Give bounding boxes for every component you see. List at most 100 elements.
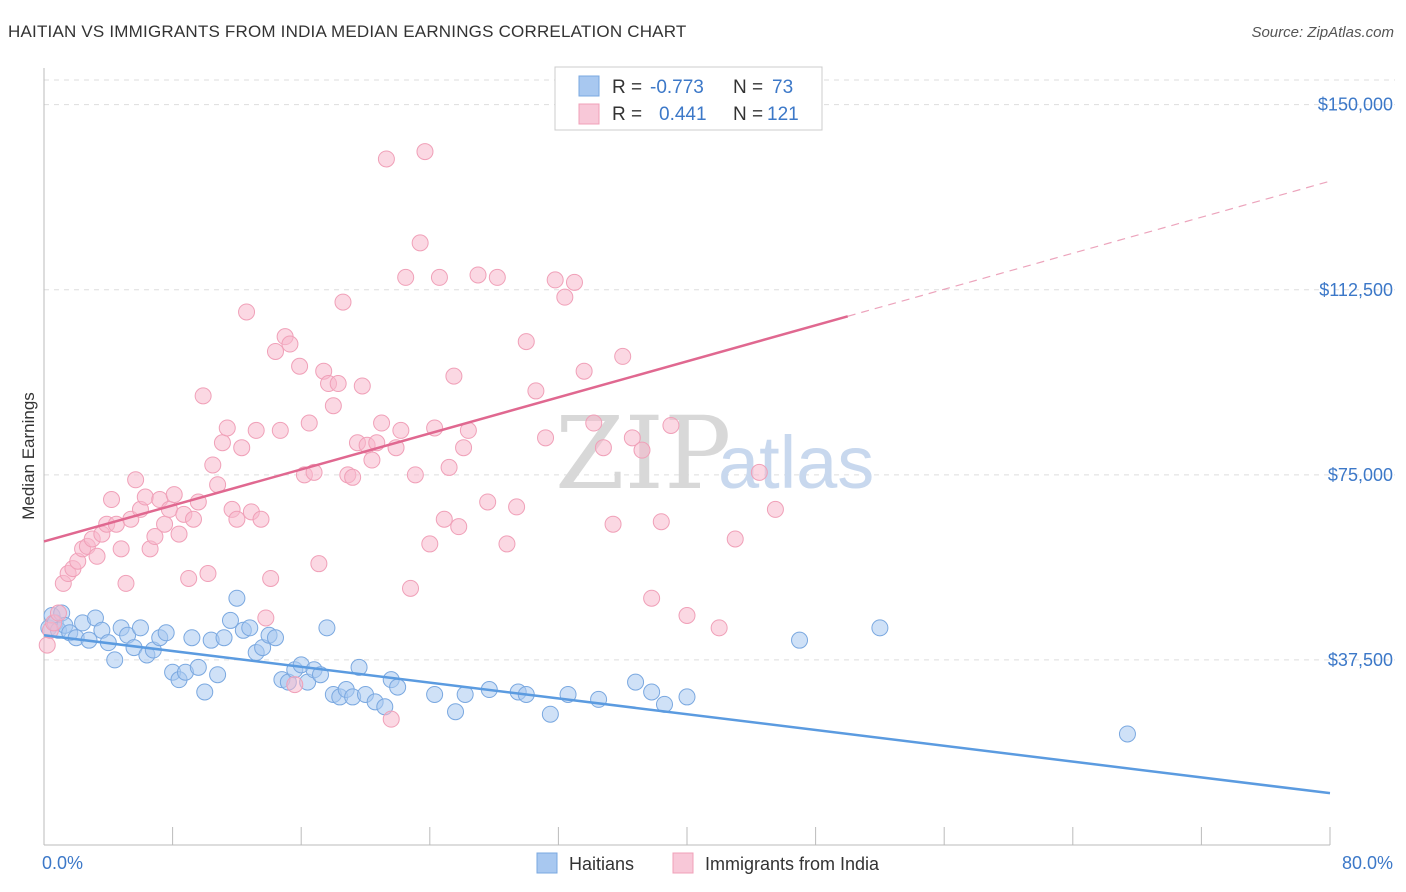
data-point xyxy=(565,273,583,291)
legend-n-label: N = xyxy=(733,104,763,125)
data-point xyxy=(318,619,336,637)
data-point xyxy=(106,651,124,669)
data-point xyxy=(766,500,784,518)
data-point xyxy=(556,288,574,306)
legend-n-value: 73 xyxy=(772,77,793,98)
data-point xyxy=(286,676,304,694)
y-tick-label: $37,500 xyxy=(1328,650,1393,670)
axes xyxy=(43,68,1331,846)
trend-line xyxy=(43,315,849,543)
data-point xyxy=(678,688,696,706)
data-point xyxy=(131,619,149,637)
x-tick-label: 80.0% xyxy=(1342,853,1393,873)
data-point xyxy=(49,604,67,622)
data-point xyxy=(662,416,680,434)
y-tick-label: $150,000 xyxy=(1318,95,1393,115)
data-point xyxy=(353,377,371,395)
data-point xyxy=(604,515,622,533)
data-point xyxy=(215,629,233,647)
data-point xyxy=(218,419,236,437)
data-point xyxy=(238,303,256,321)
bottom-legend-swatch-india xyxy=(672,852,694,874)
data-point xyxy=(350,658,368,676)
data-point xyxy=(233,439,251,457)
data-point xyxy=(329,375,347,393)
data-point xyxy=(88,547,106,565)
data-point xyxy=(498,535,516,553)
data-point xyxy=(871,619,889,637)
data-point xyxy=(623,429,641,447)
data-point xyxy=(633,441,651,459)
data-point xyxy=(389,678,407,696)
data-point xyxy=(199,565,217,583)
bottom-legend-label-india: Immigrants from India xyxy=(705,854,880,874)
data-point xyxy=(377,150,395,168)
data-point xyxy=(373,414,391,432)
data-point xyxy=(652,513,670,531)
data-point xyxy=(750,463,768,481)
data-point xyxy=(271,421,289,439)
data-point xyxy=(614,347,632,365)
data-point xyxy=(266,629,284,647)
legend-r-label: R = xyxy=(612,77,642,98)
data-point xyxy=(324,397,342,415)
data-point xyxy=(194,387,212,405)
data-point xyxy=(281,335,299,353)
data-point xyxy=(643,683,661,701)
data-point xyxy=(517,333,535,351)
data-point xyxy=(127,471,145,489)
x-tick-label: 0.0% xyxy=(42,853,83,873)
data-point xyxy=(228,589,246,607)
data-point xyxy=(447,703,465,721)
legend-swatch-haitians xyxy=(578,75,600,97)
data-point xyxy=(213,434,231,452)
x-tick-labels: 0.0% 80.0% xyxy=(42,853,1393,873)
data-point xyxy=(334,293,352,311)
data-point xyxy=(643,589,661,607)
legend-r-label: R = xyxy=(612,104,642,125)
source-label: Source: ZipAtlas.com xyxy=(1251,24,1394,41)
data-point xyxy=(455,439,473,457)
data-point xyxy=(103,491,121,509)
data-point xyxy=(344,468,362,486)
data-point xyxy=(117,574,135,592)
data-point xyxy=(136,488,154,506)
data-point xyxy=(537,429,555,447)
data-point xyxy=(397,268,415,286)
data-point xyxy=(156,515,174,533)
data-point xyxy=(184,510,202,528)
data-point xyxy=(241,619,259,637)
data-point xyxy=(594,439,612,457)
y-tick-label: $75,000 xyxy=(1328,465,1393,485)
data-point xyxy=(575,362,593,380)
data-point xyxy=(257,609,275,627)
data-point xyxy=(426,685,444,703)
data-point xyxy=(791,631,809,649)
data-point xyxy=(406,466,424,484)
data-point xyxy=(189,658,207,676)
data-point xyxy=(112,540,130,558)
data-point xyxy=(546,271,564,289)
data-point xyxy=(445,367,463,385)
data-point xyxy=(382,710,400,728)
data-point xyxy=(479,493,497,511)
data-point xyxy=(435,510,453,528)
watermark-atlas: atlas xyxy=(718,421,874,504)
correlation-legend: R = -0.773 N = 73 R = 0.441 N = 121 xyxy=(554,66,823,131)
data-point xyxy=(402,579,420,597)
chart-title: HAITIAN VS IMMIGRANTS FROM INDIA MEDIAN … xyxy=(8,22,687,41)
trend-line-extension xyxy=(847,180,1331,317)
data-point xyxy=(430,268,448,286)
data-point xyxy=(247,421,265,439)
data-point xyxy=(266,342,284,360)
data-point xyxy=(38,636,56,654)
data-point xyxy=(291,357,309,375)
legend-r-value: 0.441 xyxy=(659,104,707,125)
data-point xyxy=(146,528,164,546)
data-point xyxy=(541,705,559,723)
data-point xyxy=(157,624,175,642)
data-point xyxy=(488,268,506,286)
data-point xyxy=(416,143,434,161)
grid-lines xyxy=(44,79,1395,661)
